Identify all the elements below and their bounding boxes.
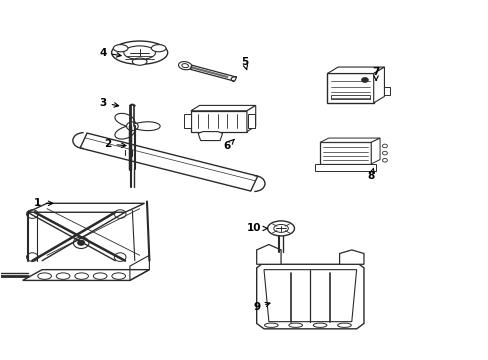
Text: 7: 7 xyxy=(372,67,379,81)
Ellipse shape xyxy=(178,62,191,70)
Polygon shape xyxy=(198,132,222,140)
Polygon shape xyxy=(320,142,370,164)
Polygon shape xyxy=(327,73,373,103)
Text: 3: 3 xyxy=(99,98,119,108)
Polygon shape xyxy=(264,270,356,321)
Polygon shape xyxy=(320,138,379,142)
Polygon shape xyxy=(80,133,257,191)
Polygon shape xyxy=(256,264,363,329)
Text: 6: 6 xyxy=(224,139,234,151)
Polygon shape xyxy=(315,164,375,171)
Polygon shape xyxy=(247,114,255,128)
Polygon shape xyxy=(246,105,255,132)
Text: 9: 9 xyxy=(253,302,269,312)
Polygon shape xyxy=(184,64,236,81)
Polygon shape xyxy=(256,244,281,264)
Circle shape xyxy=(361,77,367,82)
Ellipse shape xyxy=(132,58,147,65)
Polygon shape xyxy=(373,67,384,103)
Text: 4: 4 xyxy=(99,48,121,58)
Circle shape xyxy=(78,240,84,245)
Text: 1: 1 xyxy=(34,198,53,208)
Text: 8: 8 xyxy=(367,168,374,181)
Text: 2: 2 xyxy=(104,139,125,149)
Text: 5: 5 xyxy=(241,57,247,70)
Polygon shape xyxy=(190,111,246,132)
Bar xyxy=(384,87,389,95)
Ellipse shape xyxy=(151,45,165,52)
Polygon shape xyxy=(190,105,255,111)
Text: 10: 10 xyxy=(246,224,267,233)
Polygon shape xyxy=(327,67,384,73)
Bar xyxy=(330,95,369,99)
Polygon shape xyxy=(370,138,379,164)
Polygon shape xyxy=(115,113,160,139)
Ellipse shape xyxy=(267,221,294,236)
Ellipse shape xyxy=(111,41,167,64)
Polygon shape xyxy=(339,250,363,264)
Ellipse shape xyxy=(113,45,128,52)
Polygon shape xyxy=(183,114,190,128)
